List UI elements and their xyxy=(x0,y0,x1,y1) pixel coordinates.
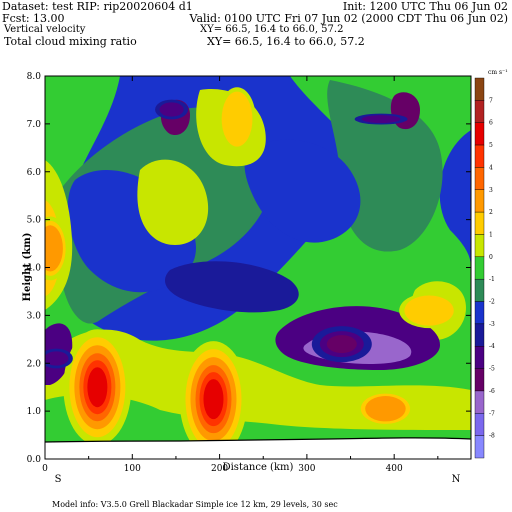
colorbar-swatch xyxy=(474,144,485,168)
x-tick-label: 0 xyxy=(42,464,48,474)
y-axis-title: Height (km) xyxy=(22,233,33,302)
colorbar-swatch xyxy=(474,323,485,347)
colorbar-swatch xyxy=(474,256,485,280)
colorbar-swatch xyxy=(474,189,485,213)
colorbar-label: 5 xyxy=(489,142,493,149)
y-tick-label: 5.0 xyxy=(27,216,42,226)
colorbar-swatch xyxy=(474,346,485,369)
init-label: Init: 1200 UTC Thu 06 Jun 02 xyxy=(342,0,508,13)
colorbar-label: -2 xyxy=(489,299,495,306)
contour-ring-updraft xyxy=(365,396,406,422)
colorbar-label: -5 xyxy=(489,366,495,373)
contour-ring-downdraft xyxy=(326,335,357,354)
colorbar-label: 7 xyxy=(489,97,493,104)
y-axis: 0.0 1.0 2.0 3.0 4.0 5.0 6.0 7.0 8.0 xyxy=(27,72,471,465)
colorbar-swatch xyxy=(474,301,485,325)
contour-ring-updraft xyxy=(221,91,253,147)
y-tick-label: 6.0 xyxy=(27,168,42,178)
colorbar-label: 2 xyxy=(489,209,493,216)
y-tick-label: 4.0 xyxy=(27,264,42,274)
y-tick-label: 7.0 xyxy=(27,120,42,130)
valid-label: Valid: 0100 UTC Fri 07 Jun 02 (2000 CDT … xyxy=(189,12,508,25)
colorbar-label: -6 xyxy=(489,388,495,395)
contour-ring-updraft xyxy=(203,379,224,420)
colorbar-label: 0 xyxy=(489,254,493,261)
terrain-fill xyxy=(45,437,471,459)
x-tick-label: 300 xyxy=(298,464,315,474)
contour-ring-downdraft xyxy=(159,102,184,117)
colorbar-label: -4 xyxy=(489,343,495,350)
colorbar-swatch xyxy=(474,77,485,101)
y-tick-label: 0.0 xyxy=(27,455,42,465)
colorbar-label: -1 xyxy=(489,276,495,283)
colorbar-swatch xyxy=(474,390,485,414)
colorbar-label: 3 xyxy=(489,187,493,194)
updraft-cores xyxy=(45,87,460,458)
contour-ring-updraft xyxy=(404,295,454,326)
y-tick-label: 2.0 xyxy=(27,359,42,369)
colorbar-label: 4 xyxy=(489,164,493,171)
contour-ring-downdraft xyxy=(45,351,69,366)
x-axis: 0 100 200 300 400 xyxy=(42,76,439,474)
colorbar-label: 6 xyxy=(489,120,493,127)
x-tick-label: 400 xyxy=(386,464,403,474)
fcst-label: Fcst: 13.00 xyxy=(2,12,65,25)
colorbar-swatch xyxy=(474,234,485,258)
model-info: Model info: V3.5.0 Grell Blackadar Simpl… xyxy=(52,500,338,509)
field2-label: Total cloud mixing ratio xyxy=(4,35,137,48)
colorbar-swatch xyxy=(474,122,485,146)
x-tick-label: 100 xyxy=(124,464,141,474)
colorbar-swatch xyxy=(474,413,485,436)
colorbar-label: -8 xyxy=(489,433,495,440)
colorbar-swatch xyxy=(474,167,485,190)
endpoint-right: N xyxy=(452,474,461,485)
blue-dark-mid xyxy=(165,261,299,313)
y-tick-label: 3.0 xyxy=(27,311,42,321)
field1-label: Vertical velocity xyxy=(4,24,86,35)
colorbar-swatch xyxy=(474,278,485,302)
contour-ring-updraft xyxy=(45,225,63,272)
colorbar-swatch xyxy=(474,211,485,235)
endpoint-left: S xyxy=(55,474,62,485)
heatmap-field xyxy=(45,76,471,459)
colorbar-label: -3 xyxy=(489,321,495,328)
contour-ring-downdraft xyxy=(361,115,401,124)
colorbar-label: -7 xyxy=(489,410,495,417)
colorbar-unit: cm s⁻¹ xyxy=(488,69,508,76)
colorbar-swatch xyxy=(474,368,485,392)
terrain-line xyxy=(45,437,471,443)
xy1-label: XY= 66.5, 16.4 to 66.0, 57.2 xyxy=(200,24,344,35)
x-tick-label: 200 xyxy=(211,464,228,474)
y-tick-label: 1.0 xyxy=(27,407,42,417)
colorbar: 7 6 5 4 3 2 1 0 -1 -2 -3 -4 -5 -6 -7 -8 xyxy=(474,77,495,459)
xy2-label: XY= 66.5, 16.4 to 66.0, 57.2 xyxy=(207,35,365,48)
blue-tongue-2 xyxy=(244,139,361,243)
x-axis-title: Distance (km) xyxy=(223,462,294,473)
colorbar-swatch xyxy=(474,100,485,123)
mid-green-blob xyxy=(137,159,209,245)
contour-ring-updraft xyxy=(87,367,108,408)
colorbar-label: 1 xyxy=(489,231,493,238)
colorbar-swatch xyxy=(474,435,485,459)
y-tick-label: 8.0 xyxy=(27,72,42,82)
dataset-label: Dataset: test RIP: rip20020604 d1 xyxy=(2,0,193,13)
